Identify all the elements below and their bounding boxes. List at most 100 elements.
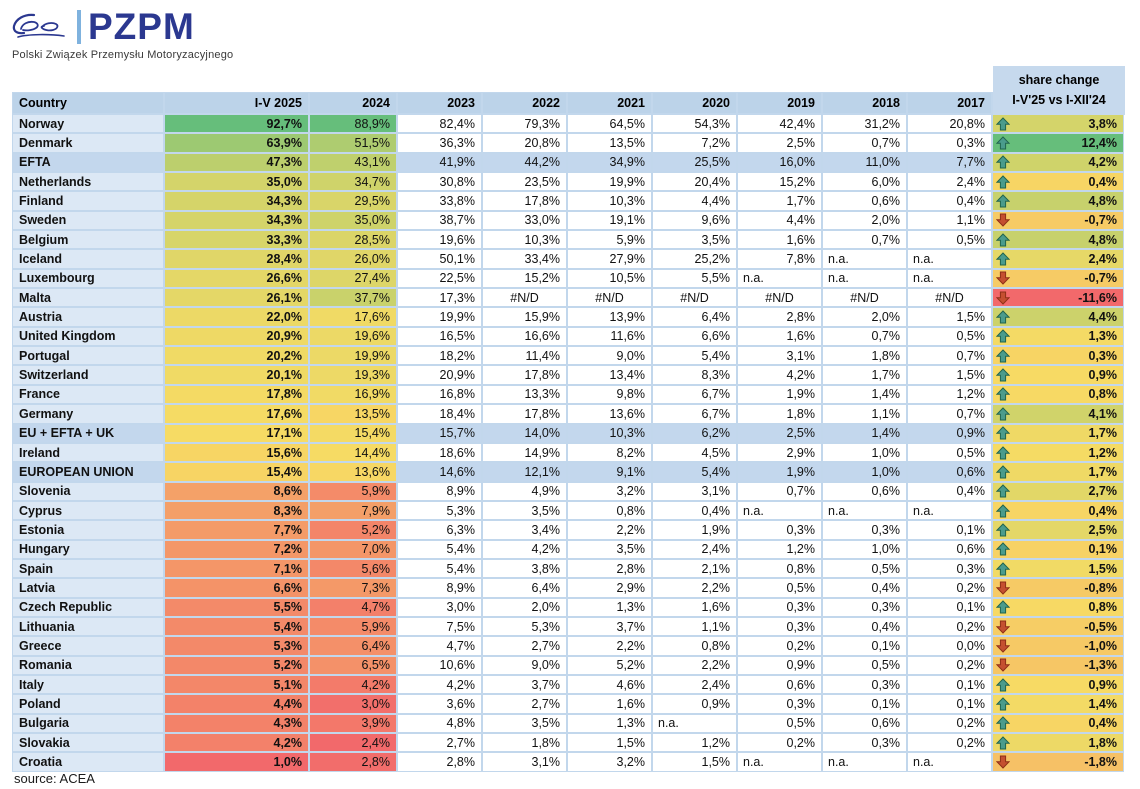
value-cell: 29,5% — [310, 192, 396, 210]
value-cell: 1,2% — [908, 385, 991, 404]
value-cell: 1,8% — [738, 405, 821, 423]
value-cell: 0,8% — [738, 559, 821, 578]
value-cell: 10,3% — [568, 192, 651, 210]
change-value: 0,9% — [1088, 368, 1118, 383]
country-cell: Norway — [13, 115, 163, 133]
value-cell: 17,8% — [483, 405, 566, 423]
country-cell: Sweden — [13, 211, 163, 230]
value-cell: 0,7% — [908, 405, 991, 423]
change-value: 0,4% — [1088, 716, 1118, 731]
value-cell: 19,3% — [310, 366, 396, 384]
value-cell: 3,1% — [483, 753, 566, 771]
value-cell: 19,9% — [398, 308, 481, 326]
value-cell: 0,5% — [823, 559, 906, 578]
change-value: 12,4% — [1081, 136, 1117, 151]
down-arrow-icon — [996, 213, 1010, 228]
value-cell: 15,2% — [738, 173, 821, 191]
value-cell: 5,3% — [483, 617, 566, 636]
value-cell: 2,2% — [653, 656, 736, 674]
up-arrow-icon — [996, 407, 1010, 421]
value-cell: 15,7% — [398, 424, 481, 442]
change-cell: 1,5% — [993, 559, 1123, 578]
change-cell: 2,5% — [993, 521, 1123, 539]
change-cell: 12,4% — [993, 134, 1123, 152]
value-cell: 5,9% — [568, 231, 651, 249]
change-cell: -11,6% — [993, 289, 1123, 307]
value-cell: 2,8% — [398, 753, 481, 771]
up-arrow-icon — [996, 600, 1010, 614]
value-cell: 13,9% — [568, 308, 651, 326]
value-cell: 0,9% — [653, 695, 736, 713]
value-cell: 11,4% — [483, 347, 566, 365]
country-cell: Italy — [13, 675, 163, 694]
value-cell: 0,2% — [738, 637, 821, 655]
up-arrow-icon — [996, 697, 1010, 711]
country-cell: Slovenia — [13, 482, 163, 500]
column-header-2021: 2021 — [568, 93, 651, 113]
value-cell: 19,9% — [310, 347, 396, 365]
value-cell: 4,2% — [483, 540, 566, 558]
value-cell: 27,9% — [568, 250, 651, 268]
value-cell: 1,4% — [823, 385, 906, 404]
up-arrow-icon — [996, 677, 1010, 692]
value-cell: 1,3% — [568, 598, 651, 616]
value-cell: 34,9% — [568, 153, 651, 172]
value-cell: n.a. — [908, 501, 991, 520]
change-cell: 0,8% — [993, 385, 1123, 404]
value-cell: 1,4% — [823, 424, 906, 442]
value-cell: 3,7% — [483, 675, 566, 694]
value-cell: 2,5% — [738, 134, 821, 152]
value-cell: 12,1% — [483, 463, 566, 481]
up-arrow-icon — [996, 387, 1010, 401]
value-cell: 0,5% — [908, 231, 991, 249]
value-cell: 2,4% — [908, 173, 991, 191]
share-change-header-line1: share change — [1018, 73, 1100, 88]
up-arrow-icon — [996, 194, 1010, 208]
value-cell: 5,9% — [310, 617, 396, 636]
value-cell: 44,2% — [483, 153, 566, 172]
value-cell: 6,7% — [653, 405, 736, 423]
value-cell: 0,3% — [823, 521, 906, 539]
brand-tagline: Polski Związek Przemysłu Motoryzacyjnego — [12, 49, 234, 61]
value-cell: 0,1% — [823, 695, 906, 713]
value-cell: 28,5% — [310, 231, 396, 249]
value-cell: 9,0% — [568, 347, 651, 365]
value-cell: 0,0% — [908, 637, 991, 655]
value-cell: n.a. — [908, 269, 991, 288]
value-cell: 1,0% — [823, 463, 906, 481]
country-cell: Switzerland — [13, 366, 163, 384]
value-cell: 3,0% — [310, 695, 396, 713]
change-value: 0,1% — [1088, 542, 1118, 557]
value-cell: #N/D — [738, 289, 821, 307]
country-cell: Croatia — [13, 753, 163, 771]
value-cell: 10,3% — [568, 424, 651, 442]
value-cell: 0,3% — [908, 559, 991, 578]
value-cell: 3,2% — [568, 482, 651, 500]
value-cell: 2,2% — [653, 579, 736, 597]
country-cell: EFTA — [13, 153, 163, 172]
value-cell: 3,9% — [310, 714, 396, 732]
value-cell: 0,5% — [738, 714, 821, 732]
change-value: 1,7% — [1088, 464, 1118, 479]
value-cell: 7,2% — [165, 540, 308, 558]
value-cell: 4,2% — [398, 675, 481, 694]
country-cell: Austria — [13, 308, 163, 326]
value-cell: 30,8% — [398, 173, 481, 191]
value-cell: 4,7% — [398, 637, 481, 655]
value-cell: 13,3% — [483, 385, 566, 404]
value-cell: 41,9% — [398, 153, 481, 172]
value-cell: 1,9% — [653, 521, 736, 539]
up-arrow-icon — [996, 523, 1010, 537]
value-cell: 14,6% — [398, 463, 481, 481]
value-cell: 7,0% — [310, 540, 396, 558]
value-cell: 4,4% — [738, 211, 821, 230]
value-cell: #N/D — [823, 289, 906, 307]
country-cell: Cyprus — [13, 501, 163, 520]
change-value: -11,6% — [1078, 290, 1117, 305]
value-cell: 3,7% — [568, 617, 651, 636]
value-cell: 8,3% — [165, 501, 308, 520]
value-cell: 0,5% — [908, 443, 991, 462]
country-cell: EUROPEAN UNION — [13, 463, 163, 481]
value-cell: 6,2% — [653, 424, 736, 442]
value-cell: 2,8% — [310, 753, 396, 771]
